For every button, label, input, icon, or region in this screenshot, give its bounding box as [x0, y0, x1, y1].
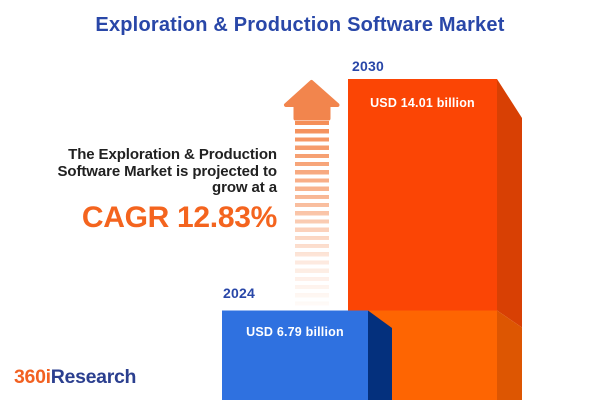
bar-2030-face-top [348, 79, 497, 311]
annotation-line-1: The Exploration & Production [68, 146, 277, 163]
bar-2024-side [368, 310, 392, 400]
growth-arrow-stripes [295, 121, 329, 308]
annotation-line-3: grow at a [212, 179, 277, 196]
growth-arrow-icon [284, 80, 340, 121]
bar-2030-side-bottom [497, 310, 522, 400]
bar-2024-value-label: USD 6.79 billion [246, 325, 344, 339]
bar-2030-value-label: USD 14.01 billion [370, 96, 475, 110]
bar-2024-face [222, 310, 368, 400]
bar-2030-side-top [497, 79, 522, 328]
annotation-text: The Exploration & Production Software Ma… [30, 146, 278, 234]
annotation-line-2: Software Market is projected to [57, 162, 278, 180]
bar-2024-year-label: 2024 [223, 285, 255, 301]
brand-logo: 360iResearch [14, 366, 136, 389]
chart-title: Exploration & Production Software Market [95, 14, 505, 36]
brand-logo-suffix: Research [50, 366, 137, 388]
brand-logo-prefix: 360i [14, 366, 51, 388]
bar-2030-year-label: 2030 [352, 58, 384, 74]
cagr-value: CAGR 12.83% [81, 200, 277, 234]
